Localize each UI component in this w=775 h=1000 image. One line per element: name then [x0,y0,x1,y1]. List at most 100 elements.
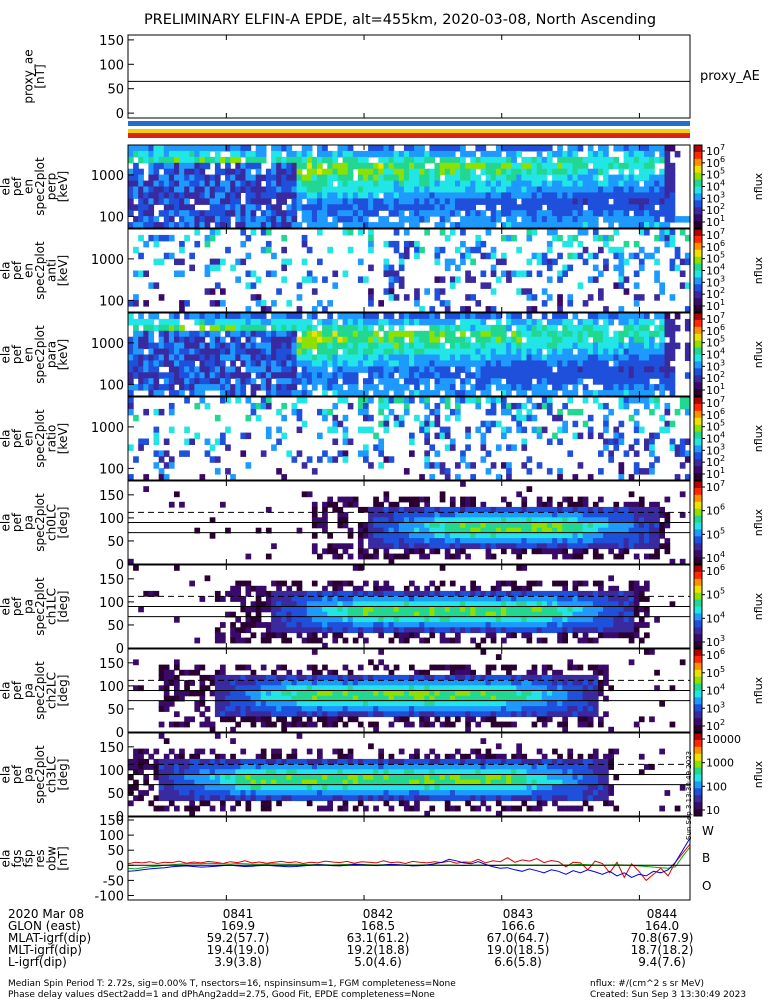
spec_en_para-cell [684,324,691,332]
spec_en_para-cell [220,348,226,356]
spec_en_perp-cell [557,192,563,199]
spec_en_para-cell [577,330,584,338]
spec_en_perp-cell [311,156,318,164]
spec_en_para-cell [291,324,298,332]
spec_en_para-cell [659,378,665,385]
spec_en_ratio-cell [455,397,461,404]
spec_en_para-cell [460,378,466,385]
spec_en_perp-cell [598,150,604,158]
spec_en_para-cell [644,390,650,397]
spec_en_perp-cell [638,145,645,152]
cbar-tick-label: 107 [706,311,725,326]
spec_en_ratio-cell [638,426,645,434]
pa_ch0LC-cell [322,501,328,508]
spec_en_para-cell [194,336,201,344]
spec_en_para-cell [424,354,430,361]
pa_ch0LC-cell [557,501,563,508]
spec_en_perp-cell [618,192,625,199]
spec_en_anti-cell [444,300,451,307]
spec_en_perp-cell [414,156,420,164]
spec_en_perp-cell [557,162,563,170]
spec_en_perp-cell [587,204,594,211]
pa_ch0LC-cell [603,517,609,524]
pa_ch0LC-cell [531,512,538,518]
spec_en_perp-cell [327,222,333,229]
colorbar-cell [694,397,702,405]
pa_ch0LC-cell [546,506,553,513]
pa_ch1LC-cell [265,596,272,602]
spec_en_perp-cell [322,174,328,182]
spec_en_para-cell [409,330,415,338]
spec_en_para-cell [460,324,466,332]
spec_en_perp-cell [235,210,241,217]
spec_en_perp-cell [649,222,655,229]
spec_en_para-cell [664,384,671,391]
spec_en_perp-cell [337,174,344,182]
spec_en_ratio-cell [455,402,461,410]
pa_ch0LC-cell [613,538,620,544]
spec_en_ratio-cell [153,408,160,416]
spec_en_para-cell [158,372,165,379]
pa_ch0LC-cell [414,506,420,513]
spec_en_para-cell [429,360,436,367]
spec_en_perp-cell [260,222,267,229]
spec_en_perp-cell [516,145,522,152]
pa_ch0LC-cell [536,538,543,544]
spec_en_anti-cell [250,294,257,301]
pa_ch1LC-cell [470,590,476,597]
spec_en_perp-cell [628,222,635,229]
spec_en_ratio-cell [342,426,349,434]
pa_ch0LC-cell [470,496,476,503]
spec_en_para-cell [383,378,390,385]
spec_en_perp-cell [409,168,415,176]
spec_en_perp-cell [179,186,185,193]
pa_ch1LC-cell [429,611,436,618]
pa_ch1LC-cell [240,606,247,613]
spec_en_perp-cell [199,180,206,188]
pa_ch0LC-cell [592,517,599,524]
spec_en_para-cell [684,318,691,326]
pa_ch0LC-cell [317,517,323,524]
pa_ch0LC-cell [373,506,379,513]
spec_en_ratio-cell [649,397,655,404]
spec_en_perp-cell [133,222,139,229]
pa_ch0LC-cell [434,517,441,524]
spec_en_para-cell [628,366,635,373]
spec_en_perp-cell [281,174,287,182]
spec_en_para-cell [168,372,175,379]
pa_ch1LC-cell [403,632,410,639]
spec_en_perp-cell [587,186,594,193]
spec_en_para-cell [424,378,430,385]
spec_en_perp-cell [158,180,165,188]
spec_en_perp-cell [582,210,589,217]
pa_ch1LC-cell [429,590,436,597]
spec_en_para-cell [220,360,226,367]
spec_en_anti-cell [240,240,247,248]
pa_ch1LC-cell [455,596,461,602]
spec_en_perp-cell [138,198,144,205]
spec_en_para-cell [158,384,165,391]
spec_en_para-cell [654,330,660,338]
pa_ch1LC-cell [347,580,354,587]
spec_en_perp-cell [516,162,522,170]
spec_en_para-cell [128,354,134,361]
spec_en_perp-cell [572,168,579,176]
spec_en_perp-cell [506,210,512,217]
spec_en_para-cell [342,354,349,361]
spec_en_perp-cell [470,168,476,176]
spec_en_para-cell [526,384,533,391]
spec_en_anti-cell [403,229,410,236]
spec_en_para-cell [572,360,579,367]
pa_ch0LC-cell [388,512,395,518]
pa_ch0LC-cell [475,512,482,518]
spec_en_para-cell [623,324,630,332]
spec_en_ratio-cell [153,426,160,434]
pa_ch0LC-cell [572,532,579,539]
spec_en_perp-cell [128,180,134,188]
spec_en_perp-cell [603,204,609,211]
spec_en_para-cell [644,354,650,361]
pa_ch1LC-cell [444,596,451,602]
spec_en_para-cell [332,324,339,332]
panel-spec_en_ratio: 1000100elapefenspec2plotratio[keV]107106… [0,395,765,481]
